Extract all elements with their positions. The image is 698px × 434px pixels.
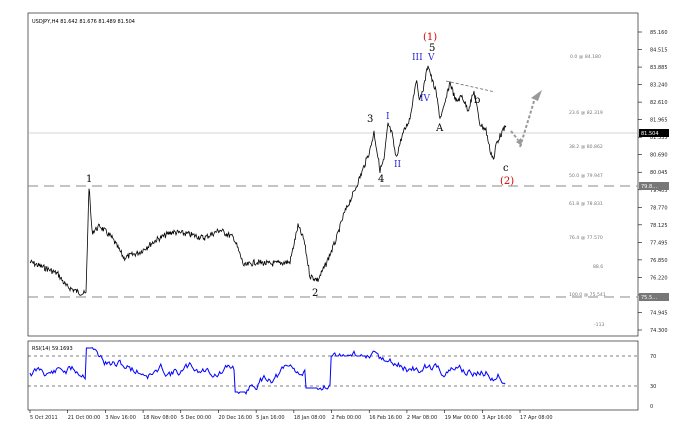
wave-label-II: II [394, 160, 402, 170]
fib50-price-marker [639, 182, 669, 190]
time-tick-label: 19 Mar 00:00 [445, 415, 478, 421]
fib-label-113: -113 [594, 322, 605, 328]
fib100-price-label: 75.5… [641, 295, 657, 301]
time-tick-label: 5 Jan 16:00 [256, 415, 284, 421]
wave-label-4: 4 [378, 174, 384, 185]
fib-label-100: 100.0 @ 75.541 [569, 292, 606, 298]
price-tick-label: 77.495 [650, 240, 668, 246]
fib-label-23: 23.6 @ 82.319 [569, 110, 603, 116]
wave-label-b: b [474, 95, 480, 106]
fib-label-76: 76.4 @ 77.570 [569, 235, 603, 241]
fib-label-88: 88.6 [593, 264, 603, 270]
time-tick-label: 20 Dec 16:00 [218, 415, 252, 421]
price-tick-label: 74.945 [650, 310, 668, 316]
time-tick-label: 18 Jan 08:00 [294, 415, 326, 421]
price-tick-label: 81.335 [650, 135, 668, 141]
wave-label-1: 1 [86, 174, 92, 185]
wave-label-A: A [435, 123, 444, 134]
price-tick-label: 80.045 [650, 170, 668, 176]
wave-label-big1: (1) [423, 32, 437, 43]
rsi-series [29, 347, 506, 395]
price-series [29, 65, 507, 296]
time-tick-label: 2 Mar 08:00 [407, 415, 437, 421]
symbol-info: USDJPY,H4 81.642 81.676 81.489 81.504 [32, 19, 135, 25]
fib-label-0: 0.0 @ 84.180 [570, 54, 601, 60]
time-tick-label: 5 Dec 00:00 [181, 415, 211, 421]
time-tick-label: 3 Apr 16:00 [482, 415, 511, 421]
fib50-price-label: 79.8… [641, 184, 657, 190]
wave-b-trendline [445, 80, 496, 93]
wave-label-3: 3 [367, 114, 373, 125]
fib-lines [28, 132, 638, 298]
projection-arrows [510, 90, 542, 148]
price-axis: 85.160 84.515 83.885 83.240 82.610 81.965 81.3… [638, 30, 669, 334]
time-axis: 5 Oct 2011 21 Oct 00:00 3 Nov 16:00 18 Nov … [29, 410, 553, 421]
price-tick-label: 78.770 [650, 205, 668, 211]
price-panel-frame [27, 12, 639, 337]
time-tick-label: 18 Nov 08:00 [143, 415, 177, 421]
rsi-title: RSI(14) 59.1693 [32, 346, 73, 352]
wave-label-IV: IV [420, 94, 431, 104]
wave-label-c: c [503, 163, 509, 174]
wave-label-V: V [427, 53, 435, 63]
price-tick-label: 81.965 [650, 118, 668, 124]
price-tick-label: 83.885 [650, 65, 668, 71]
current-price-label: 81.504 [641, 131, 659, 137]
price-tick-label: 79.405 [650, 188, 668, 194]
rsi-label-30: 30 [650, 384, 656, 390]
rsi-panel-frame [27, 340, 639, 411]
price-tick-label: 76.850 [650, 258, 668, 264]
price-tick-label: 76.220 [650, 275, 668, 281]
wave-label-I: I [386, 112, 390, 122]
time-tick-label: 21 Oct 00:00 [68, 415, 101, 421]
wave-label-5: 5 [429, 43, 435, 54]
price-tick-label: 78.125 [650, 223, 668, 229]
price-tick-label: 82.610 [650, 100, 668, 106]
time-tick-label: 17 Apr 08:00 [520, 415, 553, 421]
price-tick-label: 85.160 [650, 30, 668, 36]
fib-label-61: 61.8 @ 78.831 [569, 201, 603, 207]
wave-label-2: 2 [312, 288, 318, 299]
rsi-label-0: 0 [650, 404, 653, 410]
wave-label-III: III [412, 53, 423, 63]
fib-label-38: 38.2 @ 80.862 [569, 144, 603, 150]
wave-label-big2: (2) [500, 176, 514, 187]
fib100-price-marker [639, 293, 669, 301]
time-tick-label: 3 Nov 16:00 [105, 415, 136, 421]
fib-label-50: 50.0 @ 79.947 [569, 173, 603, 179]
current-price-marker [639, 129, 669, 137]
price-tick-label: 74.300 [650, 328, 668, 334]
rsi-label-70: 70 [650, 354, 656, 360]
price-tick-label: 84.515 [650, 48, 668, 54]
price-tick-label: 80.690 [650, 153, 668, 159]
price-tick-label: 83.240 [650, 83, 668, 89]
time-tick-label: 2 Feb 00:00 [332, 415, 362, 421]
time-tick-label: 5 Oct 2011 [30, 415, 58, 421]
time-tick-label: 16 Feb 16:00 [369, 415, 402, 421]
